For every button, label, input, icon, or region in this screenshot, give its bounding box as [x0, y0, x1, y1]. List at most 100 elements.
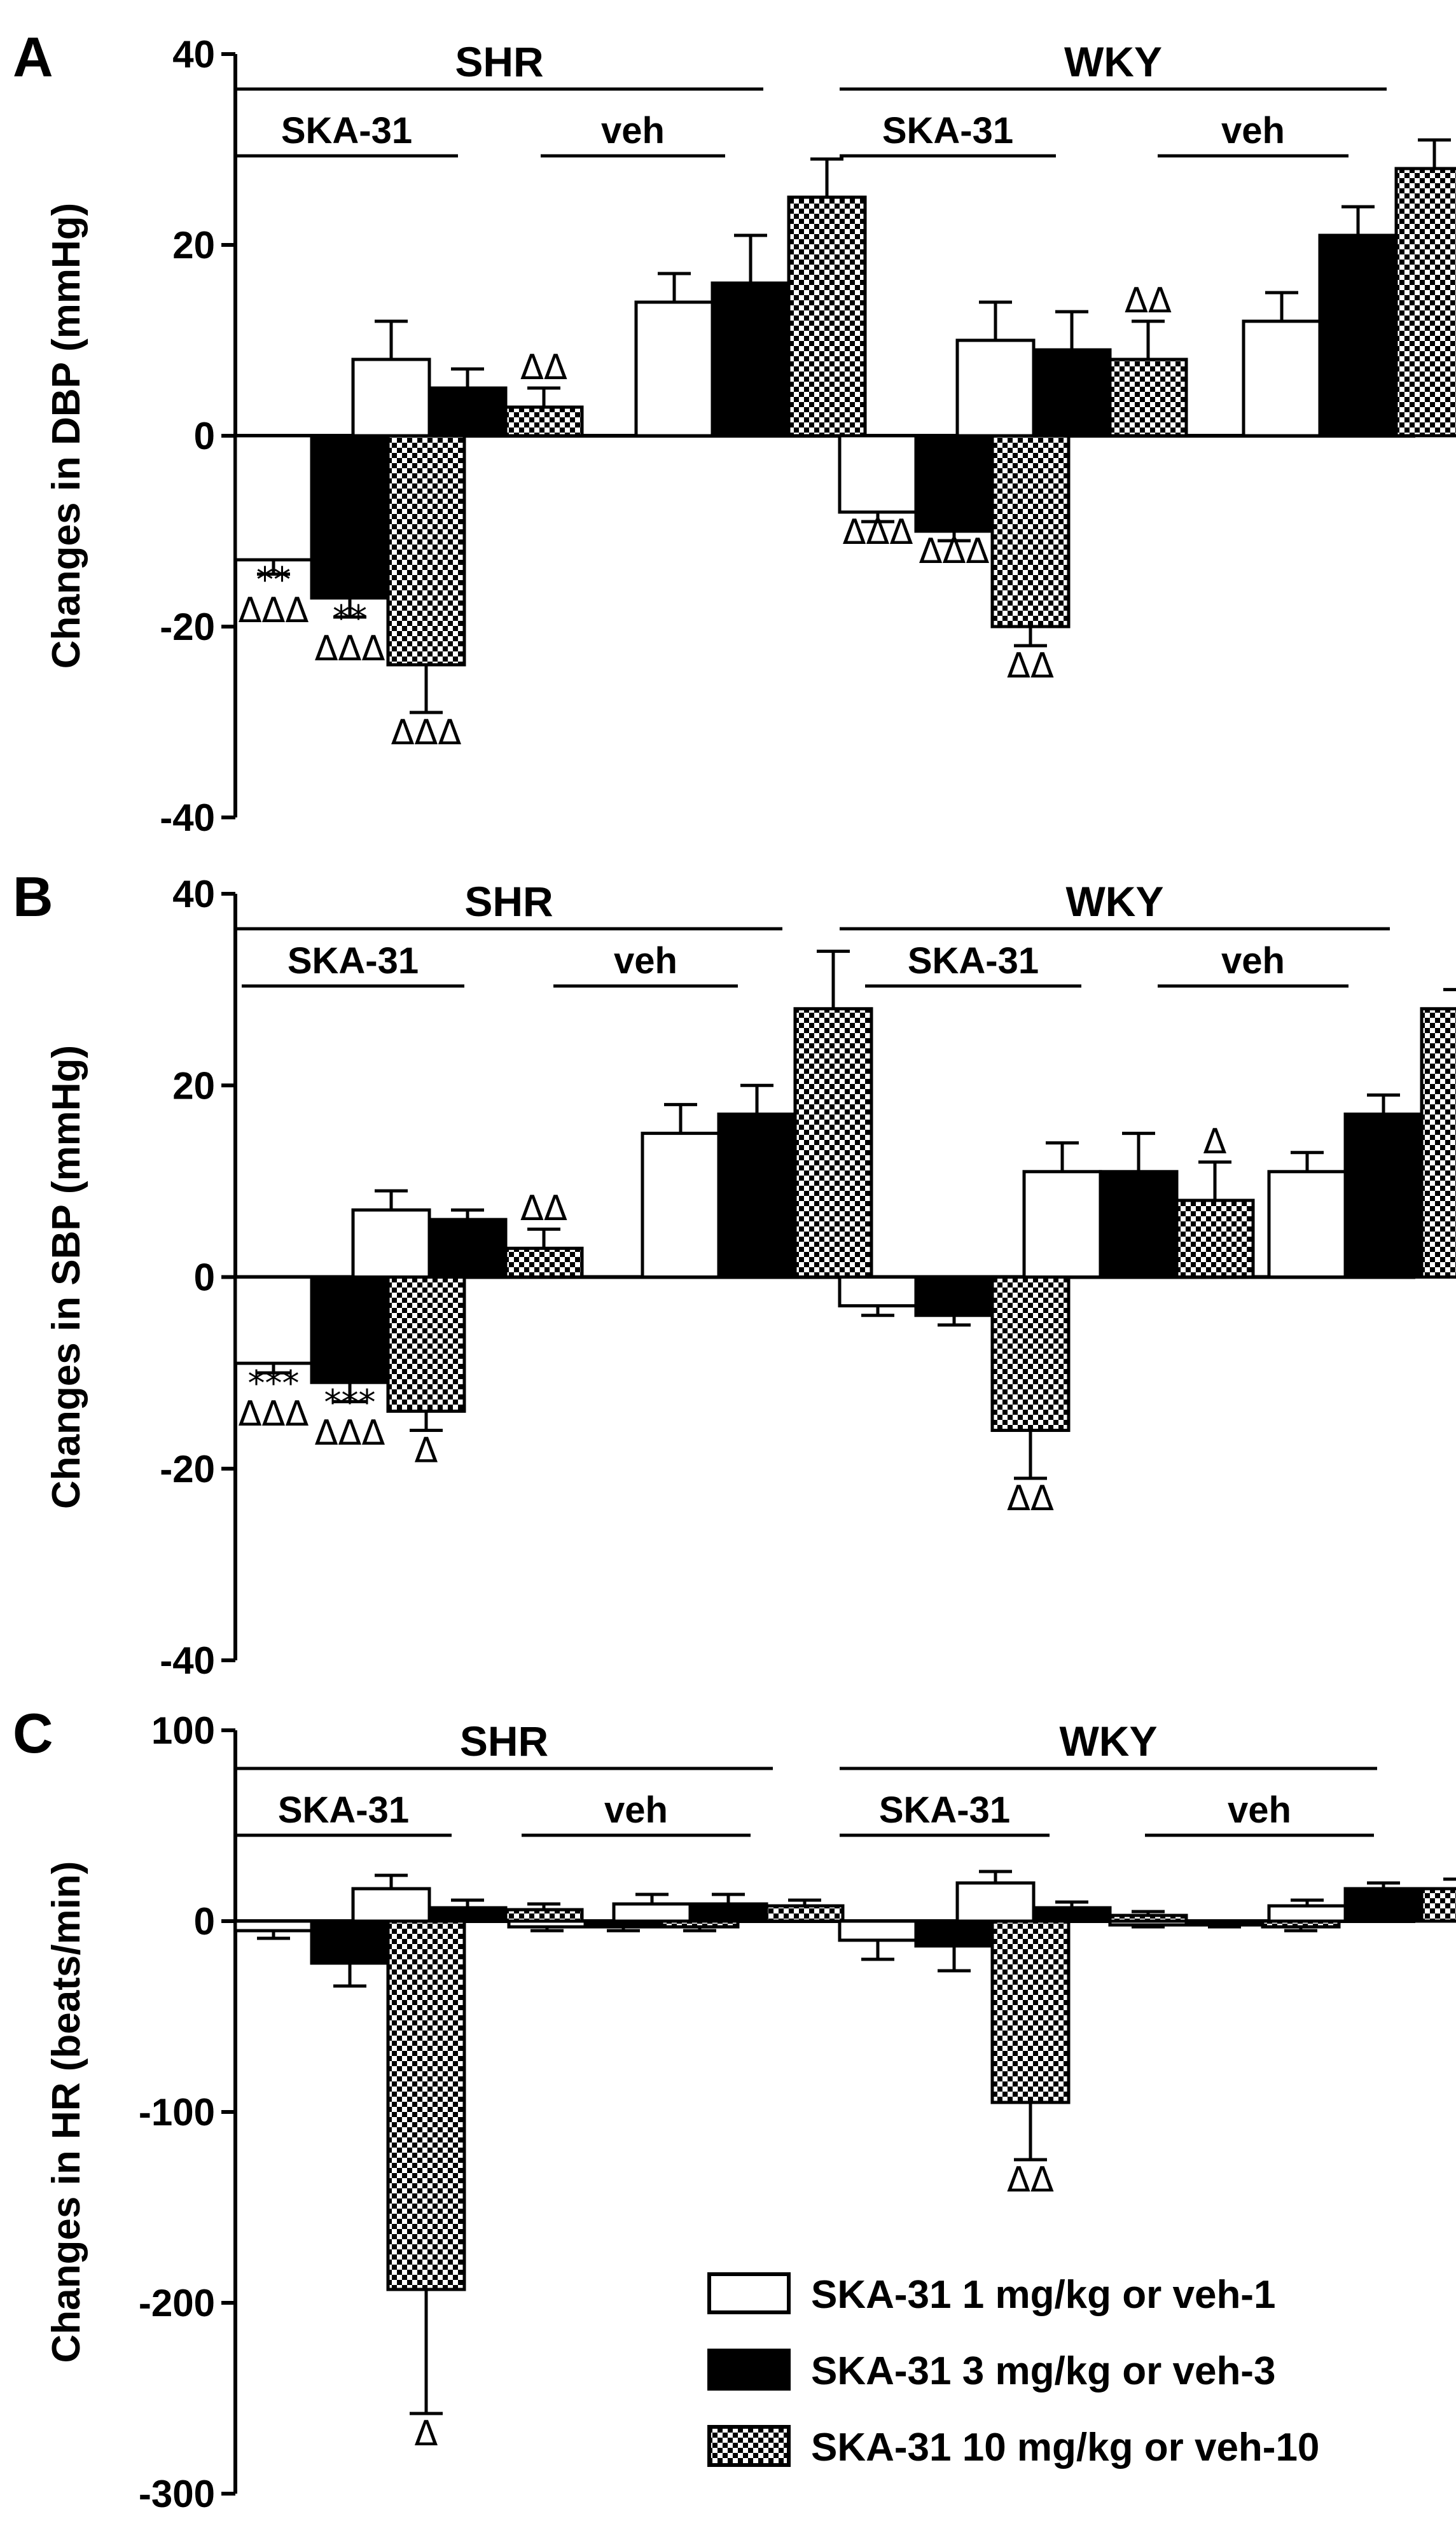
significance-marker: ΔΔ	[1007, 2160, 1054, 2200]
significance-marker: ΔΔΔ	[391, 712, 462, 753]
y-tick-label: 40	[172, 33, 215, 76]
y-tick-label: -20	[160, 606, 215, 648]
y-tick-label: 20	[172, 1064, 215, 1107]
bar	[955, 338, 1036, 438]
treatment-label: SKA-31	[879, 1789, 1010, 1831]
bar	[310, 1919, 390, 1965]
bar	[386, 434, 466, 667]
legend-label: SKA-31 10 mg/kg or veh-10	[811, 2426, 1319, 2469]
bar	[351, 1208, 431, 1279]
panel-b: B 40 20 0 -20 -40 Changes in SBP (mmHg) SHR WKY S…	[13, 865, 1456, 1682]
y-tick-label: 0	[194, 1256, 215, 1299]
bar	[310, 434, 390, 600]
strain-label: WKY	[1060, 1718, 1158, 1765]
bar	[504, 405, 584, 438]
treatment-label: veh	[1221, 110, 1285, 151]
bar	[914, 434, 994, 533]
significance-marker: ΔΔ	[1125, 281, 1172, 321]
bar	[233, 434, 314, 562]
bar	[1267, 1904, 1347, 1923]
bar	[1420, 1887, 1456, 1923]
significance-marker: ΔΔΔ	[239, 590, 309, 630]
significance-marker: **	[333, 598, 367, 638]
strain-label: SHR	[460, 1718, 548, 1765]
bar	[504, 1908, 584, 1923]
bar	[427, 386, 508, 438]
bar	[688, 1902, 768, 1923]
significance-marker: ΔΔ	[520, 1188, 567, 1228]
bar	[386, 1275, 466, 1413]
bar	[507, 1919, 587, 1929]
bar	[1318, 233, 1398, 438]
bar	[1032, 1906, 1112, 1923]
bar	[386, 1919, 466, 2291]
bar	[787, 195, 867, 438]
y-tick-label: 100	[151, 1709, 215, 1752]
y-tick-label: -300	[139, 2473, 215, 2515]
y-tick-label: -100	[139, 2091, 215, 2134]
panel-letter: C	[13, 1702, 53, 1765]
y-axis-label: Changes in SBP (mmHg)	[45, 1045, 88, 1509]
bar	[504, 1246, 584, 1279]
bar	[233, 1275, 314, 1365]
bar	[1420, 1007, 1456, 1279]
significance-marker: **	[256, 560, 291, 600]
bar	[1267, 1170, 1347, 1279]
bar	[914, 1919, 994, 1948]
significance-marker: ΔΔΔ	[315, 1413, 385, 1453]
significance-marker: ΔΔΔ	[315, 629, 385, 669]
bar	[838, 434, 918, 514]
treatment-label: SKA-31	[882, 110, 1013, 151]
treatment-label: SKA-31	[908, 940, 1039, 982]
panel-a: A 40 20 0 -20 -40 Changes in DBP (mmHg) SHR WKY S…	[13, 25, 1456, 839]
panel-letter: B	[13, 865, 53, 928]
bar	[634, 300, 714, 438]
strain-label: WKY	[1066, 878, 1164, 925]
bar	[1022, 1170, 1102, 1279]
y-tick-label: 0	[194, 415, 215, 457]
bar	[310, 1275, 390, 1384]
significance-marker: ***	[324, 1382, 376, 1422]
treatment-label: SKA-31	[288, 940, 419, 982]
bar	[1184, 1919, 1265, 1927]
y-tick-label: -20	[160, 1448, 215, 1490]
bar	[1108, 1919, 1188, 1927]
significance-marker: ΔΔ	[1007, 646, 1054, 686]
legend-swatch	[707, 2272, 791, 2314]
bar	[427, 1906, 508, 1923]
bar	[793, 1007, 873, 1279]
significance-marker: Δ	[415, 1431, 438, 1471]
bar	[990, 1275, 1071, 1432]
bar	[641, 1132, 721, 1279]
bar	[838, 1275, 918, 1308]
legend-swatch	[707, 2425, 791, 2467]
bar	[1032, 348, 1112, 438]
y-tick-label: 0	[194, 1900, 215, 1943]
bar	[351, 358, 431, 438]
treatment-label: veh	[1221, 940, 1285, 982]
bar	[765, 1904, 845, 1923]
bar	[1394, 167, 1456, 438]
bar	[914, 1275, 994, 1317]
y-tick-label: -40	[160, 796, 215, 839]
bar	[838, 1919, 918, 1942]
bar	[233, 1919, 314, 1933]
significance-marker: ΔΔ	[1007, 1478, 1054, 1518]
legend: SKA-31 1 mg/kg or veh-1 SKA-31 3 mg/kg or…	[707, 2272, 1319, 2469]
bar	[1343, 1112, 1424, 1279]
treatment-label: veh	[1228, 1789, 1291, 1831]
y-tick-label: 40	[172, 873, 215, 915]
y-tick-label: -40	[160, 1639, 215, 1682]
panel-c: C 100 0 -100 -200 -300 Changes in HR (beats/mi…	[13, 1702, 1456, 2515]
treatment-label: veh	[614, 940, 677, 982]
bar	[1343, 1887, 1424, 1923]
significance-marker: ***	[248, 1363, 300, 1403]
y-tick-label: -200	[139, 2282, 215, 2324]
bar	[427, 1218, 508, 1279]
legend-label: SKA-31 3 mg/kg or veh-3	[811, 2349, 1275, 2393]
legend-swatch	[707, 2349, 791, 2391]
treatment-label: veh	[604, 1789, 668, 1831]
bar	[1099, 1170, 1179, 1279]
significance-marker: ΔΔΔ	[239, 1394, 309, 1434]
